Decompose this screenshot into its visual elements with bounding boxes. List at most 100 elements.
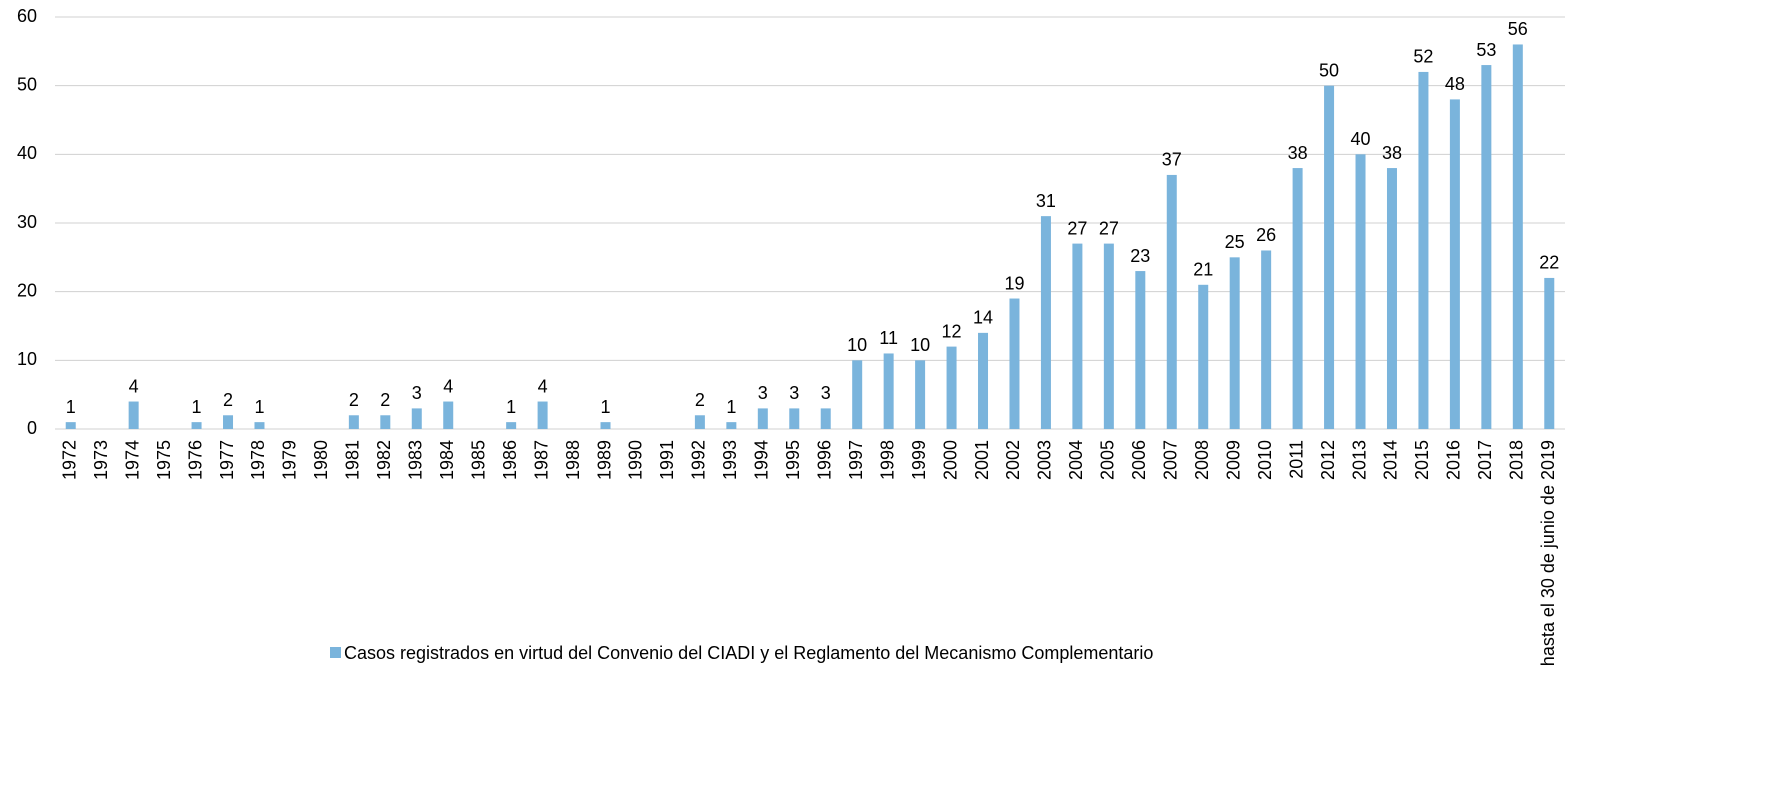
x-tick-label: 2013 — [1349, 440, 1369, 480]
bar — [820, 408, 831, 429]
x-tick-label: 1975 — [154, 440, 174, 480]
data-label: 2 — [223, 390, 233, 410]
bar — [1198, 284, 1209, 429]
bar — [600, 422, 611, 429]
data-label: 10 — [847, 335, 867, 355]
x-tick-label: 1984 — [437, 440, 457, 480]
data-label: 52 — [1413, 47, 1433, 67]
data-label: 50 — [1319, 60, 1339, 80]
x-tick-label: 1983 — [406, 440, 426, 480]
data-label: 48 — [1445, 74, 1465, 94]
data-label: 40 — [1351, 129, 1371, 149]
bar — [411, 408, 422, 429]
x-tick-label: 1979 — [280, 440, 300, 480]
legend-label: Casos registrados en virtud del Convenio… — [344, 643, 1153, 663]
data-label: 1 — [66, 397, 76, 417]
y-tick-label: 20 — [17, 280, 37, 300]
x-tick-label: 2007 — [1161, 440, 1181, 480]
bar — [1481, 65, 1492, 430]
bar — [1229, 257, 1240, 429]
x-tick-label: 2000 — [940, 440, 960, 480]
data-label: 1 — [601, 397, 611, 417]
data-label: 1 — [506, 397, 516, 417]
x-tick-label: 2001 — [972, 440, 992, 480]
data-label: 3 — [412, 383, 422, 403]
bar — [1135, 271, 1146, 429]
x-tick-label: 1990 — [626, 440, 646, 480]
legend-swatch — [330, 647, 341, 658]
x-tick-label: 1993 — [720, 440, 740, 480]
x-tick-label: 2018 — [1507, 440, 1527, 480]
data-label: 26 — [1256, 225, 1276, 245]
bar — [128, 401, 139, 429]
x-tick-label: 1985 — [468, 440, 488, 480]
bar — [65, 422, 76, 429]
bar — [443, 401, 454, 429]
bar — [1512, 44, 1523, 429]
data-label: 27 — [1067, 218, 1087, 238]
bar — [1261, 250, 1272, 429]
x-tick-label: 2014 — [1381, 440, 1401, 480]
x-tick-label: 2008 — [1192, 440, 1212, 480]
x-tick-label: 1986 — [500, 440, 520, 480]
x-tick-label: 2011 — [1286, 440, 1306, 479]
data-label: 11 — [879, 328, 898, 348]
data-label: 53 — [1476, 40, 1496, 60]
data-label: 3 — [758, 383, 768, 403]
x-tick-label: 1988 — [563, 440, 583, 480]
bar — [789, 408, 800, 429]
x-tick-label: 1981 — [343, 440, 363, 480]
x-tick-label: 1998 — [877, 440, 897, 480]
data-label: 3 — [789, 383, 799, 403]
bar — [380, 415, 391, 429]
bar — [978, 332, 989, 429]
data-label: 31 — [1036, 191, 1056, 211]
data-label: 4 — [538, 376, 548, 396]
data-label: 14 — [973, 308, 993, 328]
bar — [694, 415, 705, 429]
x-tick-label: 1991 — [657, 440, 677, 480]
bar — [1324, 85, 1335, 430]
y-tick-label: 10 — [17, 349, 37, 369]
x-tick-label: 1999 — [909, 440, 929, 480]
data-label: 1 — [192, 397, 202, 417]
x-tick-label: 1974 — [122, 440, 142, 480]
bar — [1040, 216, 1051, 429]
bar — [1355, 154, 1366, 430]
data-label: 1 — [254, 397, 264, 417]
data-label: 25 — [1225, 232, 1245, 252]
bar — [506, 422, 517, 429]
x-tick-label: 1989 — [594, 440, 614, 480]
bar — [1449, 99, 1460, 430]
bar — [348, 415, 359, 429]
data-label: 56 — [1508, 19, 1528, 39]
data-label: 2 — [349, 390, 359, 410]
bar — [1386, 168, 1397, 430]
y-tick-label: 40 — [17, 143, 37, 163]
bar — [1072, 243, 1083, 429]
bar — [1103, 243, 1114, 429]
x-tick-label: 2009 — [1223, 440, 1243, 480]
bar — [537, 401, 548, 429]
x-tick-label: 2003 — [1035, 440, 1055, 480]
data-label: 3 — [821, 383, 831, 403]
data-label: 38 — [1288, 143, 1308, 163]
x-tick-label: 2012 — [1318, 440, 1338, 480]
data-label: 4 — [443, 376, 453, 396]
x-tick-label: 2017 — [1475, 440, 1495, 480]
bar — [757, 408, 768, 429]
x-tick-label: 1977 — [217, 440, 237, 480]
bar — [1292, 168, 1303, 430]
data-label: 10 — [910, 335, 930, 355]
x-tick-label: 1994 — [752, 440, 772, 480]
x-tick-label: 1978 — [248, 440, 268, 480]
bar — [1544, 277, 1555, 429]
x-tick-label: 1976 — [185, 440, 205, 480]
bar — [223, 415, 234, 429]
x-tick-label: 1992 — [689, 440, 709, 480]
x-tick-label: 1972 — [59, 440, 79, 480]
y-tick-label: 50 — [17, 74, 37, 94]
x-tick-label: 2015 — [1412, 440, 1432, 480]
bar — [946, 346, 957, 429]
